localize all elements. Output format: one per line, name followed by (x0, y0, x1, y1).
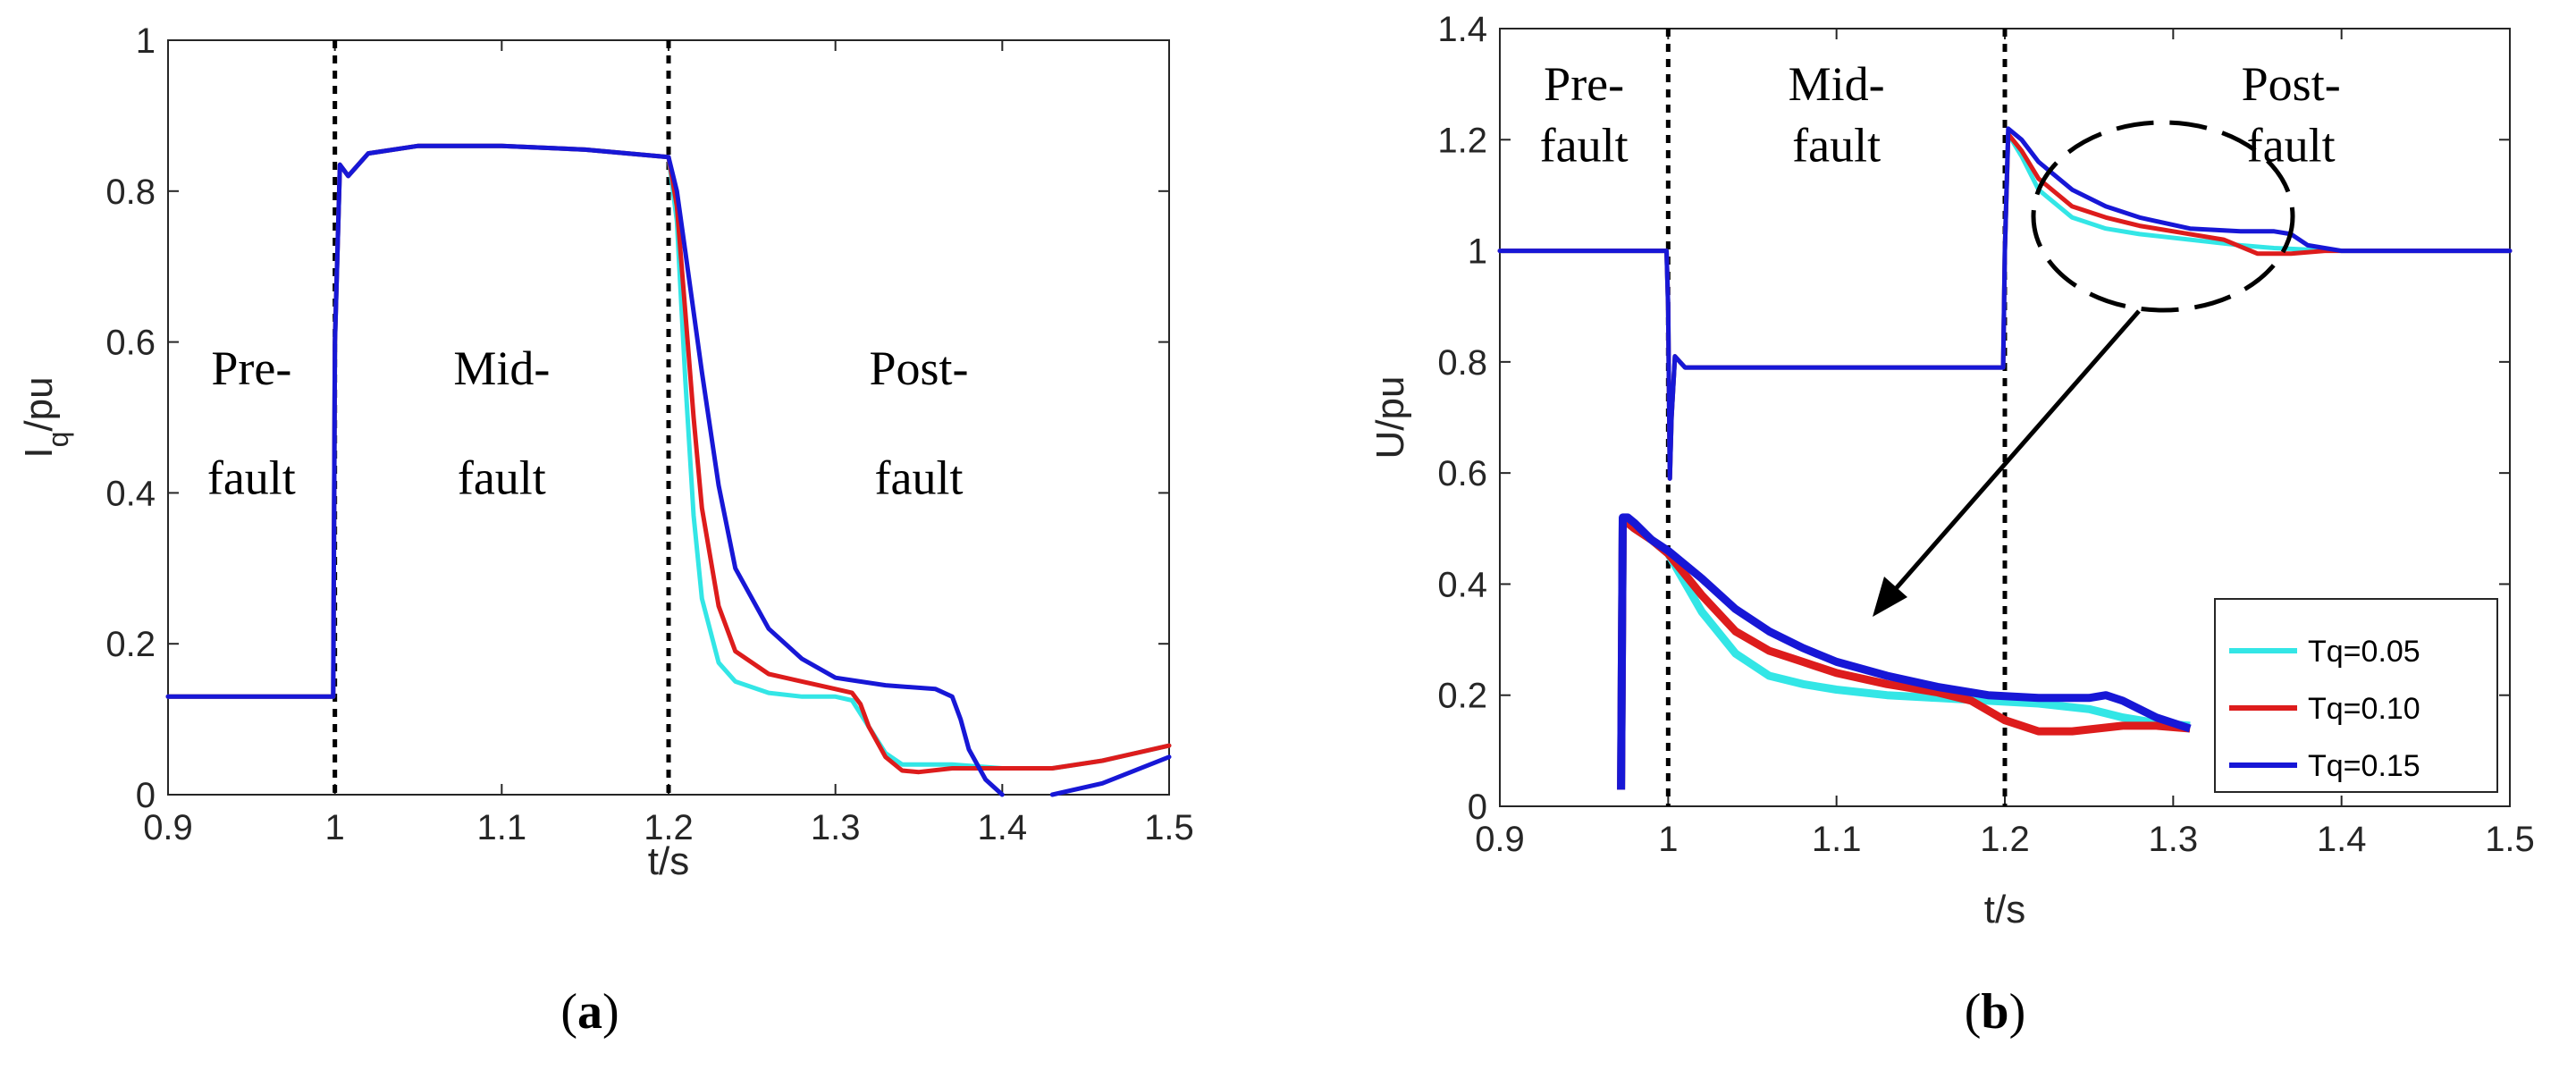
region-label: fault (207, 451, 296, 505)
panel-a-ticks: 0.9 1 1.1 1.2 1.3 1.4 1.5 0 0.2 0.4 0.6 0.8 1 (105, 21, 1193, 847)
panel-b-region-labels: Pre-fault Mid-fault Post-fault (1540, 57, 2341, 172)
region-label: Pre- (211, 341, 291, 395)
panel-a-caption: (a) (560, 984, 619, 1040)
panel-a-region-labels: Pre-fault Mid-fault Post-fault (207, 341, 969, 504)
series-line-Tq-0.15 (165, 143, 1172, 797)
x-tick-label: 1.4 (2317, 820, 2367, 859)
x-tick-label: 1 (325, 808, 345, 847)
y-tick-label: 0.2 (105, 625, 156, 664)
y-tick-label: 1.4 (1437, 10, 1487, 49)
region-label: fault (2247, 119, 2336, 173)
region-label: fault (1540, 119, 1629, 173)
legend-entry-label: Tq=0.10 (2308, 692, 2420, 726)
panel-b: 0.9 1 1.1 1.2 1.3 1.4 1.500.20.40.60.811.21.4 … (1368, 10, 2535, 1040)
y-tick-label: 1.2 (1437, 121, 1487, 160)
region-label: Mid- (453, 341, 550, 395)
y-tick-label: 0.4 (1437, 565, 1487, 604)
y-tick-label: 0 (1468, 788, 1487, 827)
region-label: Post- (869, 341, 968, 395)
panel-a-y-axis-label: Iq/pu (17, 376, 74, 458)
x-tick-label: 0.9 (1475, 820, 1525, 859)
panel-b-caption: (b) (1965, 984, 2025, 1040)
region-label: Mid- (1789, 57, 1885, 111)
inset-series-line-Tq-0.15 (1617, 513, 2192, 790)
region-label: Post- (2242, 57, 2341, 111)
x-tick-label: 1 (1658, 820, 1678, 859)
zoom-arrow-head (1873, 577, 1907, 617)
panel-a-x-axis-label: t/s (648, 839, 689, 883)
y-tick-label: 0.8 (1437, 343, 1487, 383)
y-tick-label: 0.6 (105, 324, 156, 363)
region-label: fault (875, 451, 964, 505)
x-tick-label: 1.2 (644, 808, 694, 847)
x-tick-label: 1.3 (2149, 820, 2199, 859)
legend: Tq=0.05 Tq=0.10 Tq=0.15 (2214, 598, 2498, 793)
x-tick-label: 0.9 (143, 808, 193, 847)
panel-b-inset-zoom (1617, 513, 2192, 790)
legend-entry-label: Tq=0.05 (2308, 635, 2420, 669)
y-tick-label: 1 (136, 21, 156, 61)
y-tick-label: 0.2 (1437, 677, 1487, 716)
region-label: fault (458, 451, 546, 505)
legend-entry-label: Tq=0.15 (2308, 749, 2420, 783)
panel-a-series (165, 143, 1172, 797)
x-tick-label: 1.3 (811, 808, 861, 847)
x-tick-label: 1.1 (1812, 820, 1862, 859)
x-tick-label: 1.5 (2485, 820, 2535, 859)
y-tick-label: 1 (1468, 232, 1487, 272)
x-tick-label: 1.4 (978, 808, 1028, 847)
region-label: fault (1792, 119, 1881, 173)
y-tick-label: 0.8 (105, 173, 156, 212)
panel-b-ticks: 0.9 1 1.1 1.2 1.3 1.4 1.5 0 0.2 0.4 0.6 0.8 1 1.2 1.4 (1437, 10, 2534, 859)
panel-b-fault-lines (1665, 29, 2008, 806)
y-tick-label: 0.6 (1437, 454, 1487, 493)
x-tick-label: 1.5 (1144, 808, 1194, 847)
x-tick-label: 1.2 (1980, 820, 2030, 859)
y-tick-label: 0.4 (105, 474, 156, 513)
panel-a: 0.9 1 1.1 1.2 1.3 1.4 1.5 0 0.2 0.4 0.6 0.8 1 Pre-fa… (17, 21, 1194, 1040)
panel-b-y-axis-label: U/pu (1368, 376, 1412, 459)
zoom-arrow-line (1891, 309, 2141, 594)
x-tick-label: 1.1 (477, 808, 527, 847)
region-label: Pre- (1544, 57, 1624, 111)
panel-b-x-axis-label: t/s (1984, 888, 2025, 931)
zoom-highlight-ellipse (2031, 120, 2295, 313)
legend-box (2214, 598, 2498, 793)
y-tick-label: 0 (136, 776, 156, 815)
